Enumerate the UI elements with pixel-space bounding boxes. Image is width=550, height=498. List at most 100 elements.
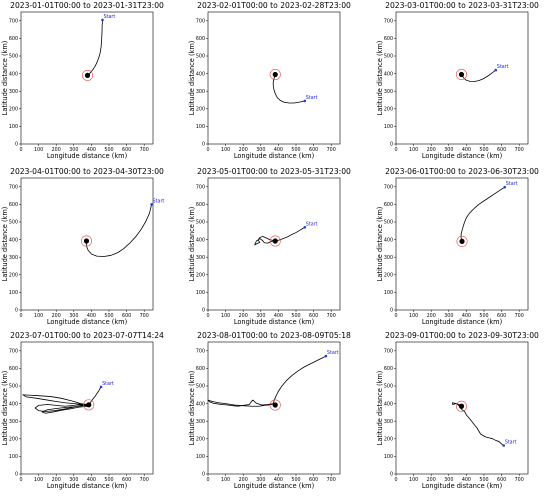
x-tick-label: 400 — [462, 147, 471, 153]
plot-frame — [395, 11, 529, 145]
x-tick-label: 600 — [497, 477, 506, 483]
x-axis-label: Longitude distance (km) — [422, 152, 502, 160]
y-tick-label: 0 — [202, 142, 205, 148]
y-tick-label: 600 — [196, 366, 205, 372]
y-tick-label: 200 — [384, 437, 393, 443]
end-cluster — [86, 402, 92, 408]
y-tick-label: 500 — [9, 384, 18, 390]
trajectory-line — [254, 226, 306, 246]
start-label: Start — [506, 181, 518, 187]
x-axis-label: Longitude distance (km) — [47, 152, 127, 160]
y-axis-label: Latitude distance (km) — [188, 41, 196, 116]
y-tick-label: 0 — [15, 472, 18, 478]
x-tick-label: 100 — [34, 313, 43, 319]
end-ring — [455, 400, 467, 412]
x-tick-label: 600 — [122, 313, 131, 319]
y-tick-label: 100 — [196, 290, 205, 296]
x-tick-label: 0 — [394, 147, 397, 153]
start-label: Start — [102, 381, 114, 387]
x-tick-label: 0 — [19, 147, 22, 153]
y-axis-label: Latitude distance (km) — [1, 371, 9, 446]
end-cluster — [84, 72, 91, 78]
y-tick-label: 300 — [9, 255, 18, 261]
y-tick-label: 400 — [196, 401, 205, 407]
y-tick-label: 500 — [384, 54, 393, 60]
y-axis-label: Latitude distance (km) — [1, 41, 9, 116]
trajectory-line — [85, 204, 152, 257]
y-tick-label: 500 — [9, 220, 18, 226]
x-tick-label: 700 — [140, 477, 149, 483]
y-tick-label: 100 — [9, 290, 18, 296]
y-tick-label: 300 — [196, 255, 205, 261]
trajectory-line — [22, 386, 102, 414]
x-tick-label: 500 — [479, 477, 488, 483]
y-tick-label: 200 — [9, 273, 18, 279]
y-tick-label: 100 — [196, 124, 205, 130]
x-tick-label: 200 — [239, 147, 248, 153]
trajectory-line — [451, 402, 504, 446]
panel-1: 2023-01-01T00:00 to 2023-01-31T23:00 0 100… — [1, 1, 164, 160]
y-tick-label: 300 — [196, 89, 205, 95]
x-tick-label: 200 — [52, 147, 61, 153]
y-tick-label: 500 — [196, 220, 205, 226]
x-tick-label: 600 — [122, 477, 131, 483]
plot-frame — [20, 11, 154, 145]
x-tick-label: 500 — [291, 147, 300, 153]
y-tick-label: 600 — [196, 202, 205, 208]
y-axis-label: Latitude distance (km) — [376, 207, 384, 282]
start-label: Start — [306, 221, 318, 227]
start-marker — [101, 18, 104, 22]
y-tick-label: 300 — [9, 419, 18, 425]
start-label: Start — [327, 350, 339, 356]
x-tick-label: 700 — [140, 147, 149, 153]
x-tick-label: 500 — [479, 147, 488, 153]
x-axis-label: Longitude distance (km) — [422, 482, 502, 490]
x-tick-label: 0 — [206, 147, 209, 153]
y-tick-label: 400 — [384, 401, 393, 407]
y-tick-label: 400 — [9, 401, 18, 407]
y-axis-label: Latitude distance (km) — [376, 41, 384, 116]
y-tick-label: 100 — [9, 454, 18, 460]
end-cluster — [458, 403, 465, 409]
y-tick-label: 200 — [196, 107, 205, 113]
y-tick-label: 600 — [384, 366, 393, 372]
y-tick-label: 700 — [384, 185, 393, 191]
plot-frame — [20, 177, 154, 311]
end-cluster — [459, 238, 465, 244]
end-cluster — [272, 238, 278, 244]
y-tick-label: 0 — [390, 472, 393, 478]
x-tick-label: 200 — [427, 477, 436, 483]
y-tick-label: 700 — [196, 19, 205, 25]
y-tick-label: 500 — [9, 54, 18, 60]
panel-title: 2023-06-01T00:00 to 2023-06-30T23:00 — [385, 167, 539, 176]
x-tick-label: 300 — [444, 147, 453, 153]
x-tick-label: 300 — [444, 477, 453, 483]
panel-title: 2023-02-01T00:00 to 2023-02-28T23:00 — [197, 1, 351, 10]
x-tick-label: 700 — [140, 313, 149, 319]
panel-5: 2023-05-01T00:00 to 2023-05-31T23:00 0 100… — [188, 167, 351, 326]
x-tick-label: 300 — [69, 477, 78, 483]
y-tick-label: 200 — [196, 437, 205, 443]
x-tick-label: 100 — [221, 477, 230, 483]
x-tick-label: 300 — [69, 313, 78, 319]
y-axis-label: Latitude distance (km) — [188, 207, 196, 282]
y-axis-label: Latitude distance (km) — [376, 371, 384, 446]
end-cluster — [83, 238, 90, 244]
end-ring — [269, 68, 281, 80]
x-tick-label: 400 — [462, 477, 471, 483]
panel-8: 2023-08-01T00:00 to 2023-08-09T05:18 0 100… — [188, 331, 351, 490]
y-tick-label: 300 — [384, 89, 393, 95]
y-tick-label: 600 — [9, 36, 18, 42]
panel-title: 2023-04-01T00:00 to 2023-04-30T23:00 — [10, 167, 164, 176]
x-tick-label: 700 — [327, 313, 336, 319]
y-tick-label: 600 — [384, 202, 393, 208]
start-label: Start — [505, 439, 517, 445]
x-tick-label: 0 — [206, 313, 209, 319]
y-tick-label: 600 — [384, 36, 393, 42]
y-tick-label: 0 — [390, 142, 393, 148]
y-tick-label: 300 — [196, 419, 205, 425]
x-tick-label: 600 — [309, 147, 318, 153]
y-axis-label: Latitude distance (km) — [1, 207, 9, 282]
end-cluster — [272, 402, 278, 408]
